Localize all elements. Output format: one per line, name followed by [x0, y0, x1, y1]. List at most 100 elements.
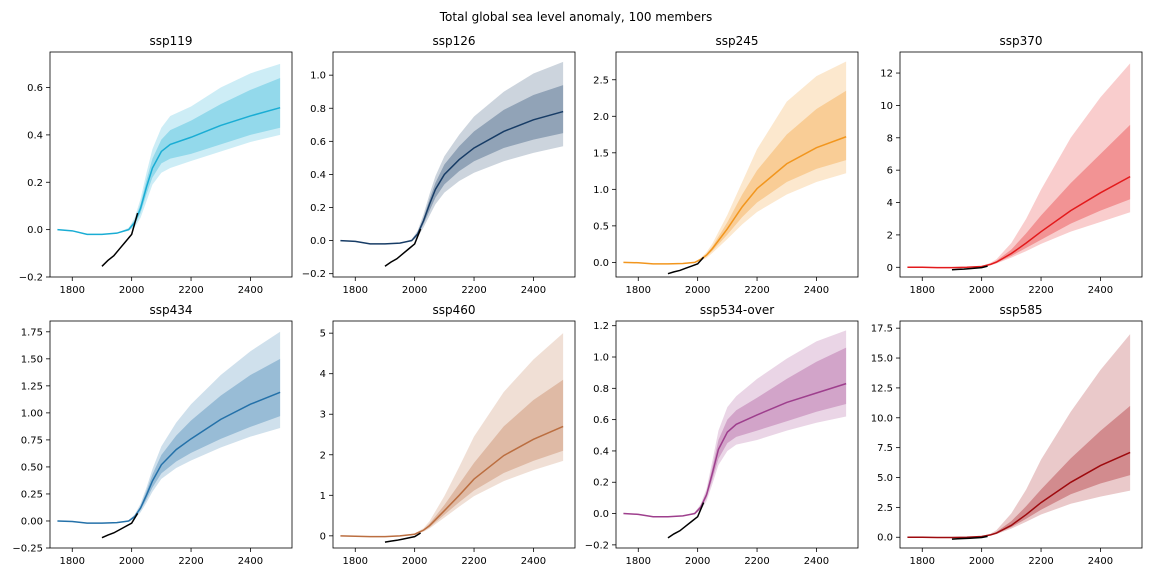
- y-tick-label: 0.6: [593, 415, 609, 426]
- plot-area: [907, 334, 1131, 540]
- x-tick: 2200: [461, 548, 487, 567]
- median-line: [340, 110, 564, 245]
- y-tick: 0.0: [27, 225, 50, 236]
- y-tick: 0.6: [593, 415, 616, 426]
- inner-range-band: [340, 85, 564, 244]
- y-tick: −0.2: [19, 273, 50, 284]
- subplot-ssp119: 1800 2000 2200 2400 −0.2 0.0 0.2 0.4 0.6 ssp119: [19, 34, 293, 296]
- y-tick-label: 5: [320, 329, 326, 340]
- y-tick: 5.0: [877, 473, 900, 484]
- y-tick: 0.0: [593, 509, 616, 520]
- y-tick: 15.0: [871, 354, 900, 365]
- x-tick-label: 2400: [521, 556, 546, 567]
- outer-range-band: [623, 61, 847, 264]
- observed-line: [951, 265, 988, 271]
- y-tick: 2.5: [593, 75, 616, 86]
- y-tick-label: −0.25: [12, 544, 43, 555]
- x-tick: 2400: [1088, 277, 1113, 296]
- y-tick-label: 0.00: [21, 516, 43, 527]
- y-tick: 3: [320, 410, 333, 421]
- y-tick: 1.5: [593, 148, 616, 159]
- plot-area: [623, 61, 847, 275]
- outer-range-band: [907, 334, 1131, 538]
- subplot-title: ssp534-over: [700, 303, 774, 317]
- y-tick-label: 0.2: [593, 478, 609, 489]
- x-tick: 2400: [804, 277, 829, 296]
- y-tick: 0.2: [27, 178, 50, 189]
- inner-range-band: [907, 405, 1131, 538]
- outer-range-band: [340, 61, 564, 244]
- plot-area: [340, 333, 564, 543]
- outer-range-band: [623, 330, 847, 517]
- x-tick: 2000: [119, 277, 144, 296]
- y-tick-label: 0.2: [27, 178, 43, 189]
- x-tick: 2000: [685, 277, 710, 296]
- x-tick-label: 2400: [238, 556, 263, 567]
- y-tick: 0.2: [310, 203, 333, 214]
- x-tick: 2000: [969, 548, 994, 567]
- y-tick-label: 0.0: [593, 509, 609, 520]
- axes-frame: [332, 320, 576, 549]
- y-tick-label: 0.0: [310, 236, 326, 247]
- y-tick: −0.25: [12, 544, 50, 555]
- y-tick: 0.5: [593, 221, 616, 232]
- subplot-ssp126: 1800 2000 2200 2400 −0.2 0.0 0.2 0.4 0.6 0.8 1.0 ss…: [302, 34, 576, 296]
- y-tick-label: 0.4: [310, 170, 326, 181]
- x-tick: 2200: [178, 548, 204, 567]
- axes-frame: [49, 320, 293, 549]
- y-tick-label: 7.5: [877, 443, 893, 454]
- y-tick: 8: [887, 133, 900, 144]
- y-tick: 0.0: [310, 236, 333, 247]
- x-tick-label: 2200: [178, 285, 203, 296]
- axes-frame: [49, 51, 293, 278]
- y-tick: 1.00: [21, 408, 50, 419]
- y-tick-label: 0.75: [21, 435, 43, 446]
- y-tick-label: 0.8: [593, 384, 609, 395]
- subplot-ssp370: 1800 2000 2200 2400 0 2 4 6 8 10 12 ssp370: [880, 34, 1143, 296]
- subplot-title: ssp119: [149, 34, 192, 48]
- y-tick: 0.4: [593, 446, 616, 457]
- y-tick: 1.50: [21, 354, 50, 365]
- y-tick: 7.5: [877, 443, 900, 454]
- x-tick-label: 1800: [626, 285, 651, 296]
- y-tick: 1: [320, 491, 333, 502]
- y-tick: 1.0: [593, 185, 616, 196]
- observed-line: [951, 535, 988, 540]
- y-tick-label: 1.00: [21, 408, 43, 419]
- inner-range-band: [907, 124, 1131, 268]
- x-tick-label: 2400: [1088, 556, 1113, 567]
- subplot-ssp434: 1800 2000 2200 2400 −0.25 0.00 0.25 0.50 0.75 1.0…: [12, 303, 293, 567]
- y-tick-label: 0.0: [27, 225, 43, 236]
- x-tick-label: 2200: [178, 556, 203, 567]
- y-tick-label: 1.0: [593, 185, 609, 196]
- x-tick-label: 2000: [969, 556, 994, 567]
- y-tick: 0.25: [21, 489, 50, 500]
- y-tick: 2.5: [877, 503, 900, 514]
- median-line: [623, 136, 847, 265]
- x-tick-label: 2200: [461, 556, 486, 567]
- inner-range-band: [623, 347, 847, 517]
- x-tick-label: 1800: [343, 556, 368, 567]
- x-tick: 1800: [626, 548, 651, 567]
- x-tick: 1800: [60, 277, 85, 296]
- x-tick: 2200: [744, 548, 770, 567]
- x-tick: 2200: [178, 277, 204, 296]
- y-tick-label: 0: [887, 263, 893, 274]
- y-tick: 17.5: [871, 324, 900, 335]
- y-tick-label: 0.5: [593, 221, 609, 232]
- y-tick-label: 1.25: [21, 381, 43, 392]
- x-tick-label: 2000: [685, 556, 710, 567]
- axes-frame: [899, 51, 1143, 278]
- y-tick: 0.8: [593, 384, 616, 395]
- median-line: [623, 382, 847, 518]
- y-tick-label: −0.2: [19, 273, 43, 284]
- y-tick-label: 1.0: [593, 353, 609, 364]
- y-tick-label: 2: [887, 230, 893, 241]
- y-tick: 0.6: [310, 137, 333, 148]
- y-tick-label: 10.0: [871, 413, 893, 424]
- x-tick: 1800: [343, 277, 368, 296]
- y-tick: −0.2: [302, 269, 333, 280]
- y-tick: 4: [320, 369, 333, 380]
- x-tick-label: 2200: [1028, 556, 1053, 567]
